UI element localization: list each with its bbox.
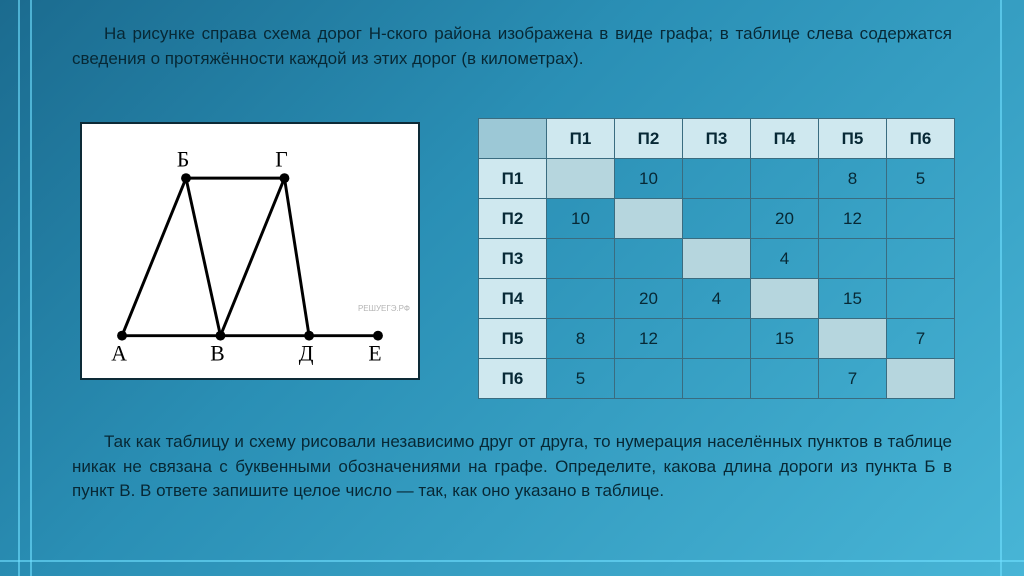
col-header: П2 — [615, 119, 683, 159]
graph-node — [373, 331, 383, 341]
col-header: П4 — [751, 119, 819, 159]
table-cell: 5 — [547, 359, 615, 399]
table-cell — [819, 239, 887, 279]
table-cell: 7 — [887, 319, 955, 359]
table-cell: 15 — [819, 279, 887, 319]
table-cell: 8 — [819, 159, 887, 199]
table-cell — [683, 159, 751, 199]
table-cell: 12 — [819, 199, 887, 239]
table-cell — [751, 359, 819, 399]
table-cell — [615, 239, 683, 279]
table-cell: 5 — [887, 159, 955, 199]
table-cell — [683, 199, 751, 239]
row-header: П3 — [479, 239, 547, 279]
table-cell: 10 — [615, 159, 683, 199]
graph-label: Г — [275, 147, 288, 171]
table-corner — [479, 119, 547, 159]
graph-label: А — [111, 341, 127, 365]
graph-node — [181, 173, 191, 183]
table-cell — [887, 239, 955, 279]
table-cell — [615, 199, 683, 239]
row-header: П4 — [479, 279, 547, 319]
table-cell — [547, 279, 615, 319]
table-cell — [683, 319, 751, 359]
table-cell — [887, 359, 955, 399]
table-cell: 4 — [751, 239, 819, 279]
problem-task: Так как таблицу и схему рисовали независ… — [72, 430, 952, 504]
table-cell: 7 — [819, 359, 887, 399]
graph-node — [216, 331, 226, 341]
col-header: П5 — [819, 119, 887, 159]
graph-node — [304, 331, 314, 341]
graph-label: Б — [177, 147, 189, 171]
table-cell — [615, 359, 683, 399]
problem-intro: На рисунке справа схема дорог Н-ского ра… — [72, 22, 952, 71]
row-header: П6 — [479, 359, 547, 399]
table-cell — [751, 279, 819, 319]
table-cell — [887, 279, 955, 319]
graph-diagram: А Б В Г Д Е РЕШУЕГЭ.РФ — [80, 122, 420, 380]
accent-line — [1000, 0, 1002, 576]
table-cell — [547, 159, 615, 199]
table-cell — [547, 239, 615, 279]
table-cell: 20 — [751, 199, 819, 239]
row-header: П5 — [479, 319, 547, 359]
col-header: П1 — [547, 119, 615, 159]
row-header: П1 — [479, 159, 547, 199]
accent-line — [30, 0, 32, 576]
table-cell: 20 — [615, 279, 683, 319]
accent-line — [18, 0, 20, 576]
graph-label: Д — [299, 341, 314, 365]
table-cell — [887, 199, 955, 239]
table-cell: 15 — [751, 319, 819, 359]
col-header: П6 — [887, 119, 955, 159]
graph-node — [280, 173, 290, 183]
table-cell — [819, 319, 887, 359]
accent-line — [0, 560, 1024, 562]
col-header: П3 — [683, 119, 751, 159]
graph-edge — [186, 178, 220, 336]
graph-node — [117, 331, 127, 341]
table-cell: 10 — [547, 199, 615, 239]
distance-table: П1П2П3П4П5П6П11085П2102012П34П420415П581… — [478, 118, 955, 399]
watermark: РЕШУЕГЭ.РФ — [358, 304, 410, 313]
graph-label: В — [210, 341, 224, 365]
table-cell — [683, 359, 751, 399]
table-cell: 12 — [615, 319, 683, 359]
graph-edge — [122, 178, 186, 336]
table-cell: 4 — [683, 279, 751, 319]
graph-edge — [284, 178, 309, 336]
graph-edge — [220, 178, 284, 336]
table-cell: 8 — [547, 319, 615, 359]
graph-label: Е — [368, 341, 381, 365]
table-cell — [751, 159, 819, 199]
row-header: П2 — [479, 199, 547, 239]
table-cell — [683, 239, 751, 279]
